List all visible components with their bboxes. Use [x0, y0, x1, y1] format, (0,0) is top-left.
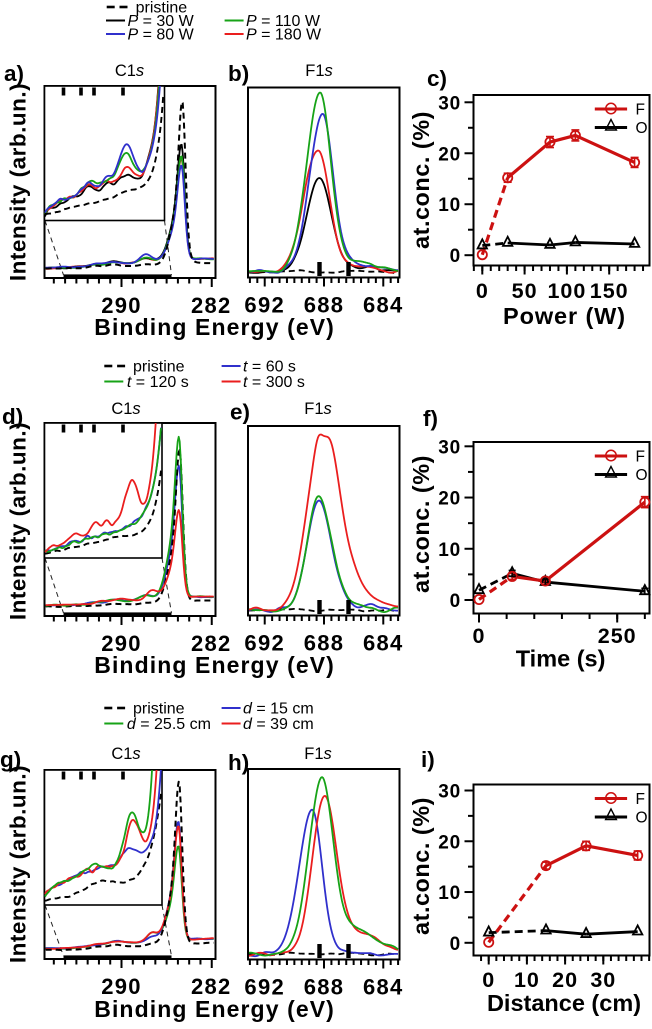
svg-text:F1s: F1s	[304, 400, 332, 418]
svg-text:684: 684	[363, 975, 404, 1000]
svg-text:a): a)	[4, 61, 24, 86]
svg-text:Power (W): Power (W)	[503, 303, 626, 329]
svg-text:692: 692	[244, 293, 285, 318]
svg-text:d): d)	[2, 404, 23, 429]
svg-text:Intensity (arb.un.): Intensity (arb.un.)	[6, 765, 31, 963]
svg-text:F: F	[636, 102, 645, 119]
svg-text:20: 20	[438, 832, 461, 853]
svg-text:10: 10	[514, 968, 540, 992]
svg-text:150: 150	[590, 279, 629, 303]
svg-text:Binding Energy (eV): Binding Energy (eV)	[94, 996, 335, 1022]
svg-text:282: 282	[191, 631, 232, 656]
svg-text:684: 684	[363, 631, 404, 656]
svg-text:0: 0	[473, 624, 486, 648]
svg-text:0: 0	[450, 591, 461, 612]
svg-text:at.conc. (%): at.conc. (%)	[408, 797, 434, 935]
svg-text:t = 60 s: t = 60 s	[243, 359, 296, 376]
svg-text:688: 688	[304, 293, 345, 318]
svg-text:688: 688	[304, 975, 345, 1000]
svg-text:20: 20	[438, 144, 461, 165]
svg-text:O: O	[636, 810, 648, 827]
svg-text:250: 250	[598, 624, 637, 648]
svg-text:F1s: F1s	[304, 745, 332, 763]
svg-text:C1s: C1s	[111, 745, 140, 763]
svg-text:Binding Energy (eV): Binding Energy (eV)	[94, 652, 335, 678]
svg-text:at.conc. (%): at.conc. (%)	[408, 111, 434, 249]
svg-text:b): b)	[228, 61, 249, 86]
svg-text:692: 692	[244, 631, 285, 656]
svg-text:P = 110 W: P = 110 W	[246, 13, 321, 30]
svg-text:0: 0	[482, 968, 495, 992]
svg-text:d = 25.5 cm: d = 25.5 cm	[127, 716, 211, 733]
svg-text:i): i)	[421, 747, 435, 772]
svg-text:20: 20	[438, 489, 461, 510]
svg-text:692: 692	[244, 975, 285, 1000]
svg-text:t = 120 s: t = 120 s	[127, 374, 189, 391]
svg-text:at.conc. (%): at.conc. (%)	[408, 455, 434, 593]
svg-text:10: 10	[438, 540, 461, 561]
svg-text:290: 290	[101, 631, 142, 656]
svg-text:F: F	[636, 791, 645, 808]
svg-text:d = 15 cm: d = 15 cm	[243, 701, 314, 718]
svg-text:d = 39 cm: d = 39 cm	[243, 716, 314, 733]
svg-text:Distance (cm): Distance (cm)	[487, 990, 641, 1016]
svg-text:20: 20	[552, 968, 578, 992]
svg-text:O: O	[636, 120, 648, 137]
svg-text:Intensity (arb.un.): Intensity (arb.un.)	[6, 422, 31, 620]
svg-text:t = 300 s: t = 300 s	[243, 374, 305, 391]
svg-text:30: 30	[438, 93, 461, 114]
svg-text:e): e)	[230, 400, 250, 425]
svg-text:f): f)	[423, 406, 438, 431]
svg-text:290: 290	[101, 293, 142, 318]
svg-text:F1s: F1s	[305, 62, 333, 80]
svg-text:290: 290	[101, 974, 142, 999]
svg-text:pristine: pristine	[133, 701, 185, 718]
svg-text:282: 282	[191, 293, 232, 318]
svg-text:P = 30 W: P = 30 W	[128, 13, 195, 30]
svg-text:10: 10	[438, 195, 461, 216]
svg-text:Time (s): Time (s)	[516, 646, 606, 672]
svg-text:50: 50	[512, 279, 538, 303]
svg-text:30: 30	[590, 968, 616, 992]
svg-text:684: 684	[363, 293, 404, 318]
svg-text:P = 180 W: P = 180 W	[246, 27, 322, 44]
svg-text:pristine: pristine	[133, 359, 185, 376]
svg-text:688: 688	[304, 631, 345, 656]
svg-text:P = 80 W: P = 80 W	[128, 27, 195, 44]
svg-text:C1s: C1s	[115, 62, 144, 80]
svg-text:pristine: pristine	[136, 0, 188, 17]
svg-text:100: 100	[547, 279, 586, 303]
svg-text:282: 282	[191, 974, 232, 999]
svg-text:0: 0	[450, 246, 461, 267]
svg-text:F: F	[636, 449, 645, 466]
svg-text:Intensity (arb.un.): Intensity (arb.un.)	[6, 83, 31, 281]
svg-text:30: 30	[438, 437, 461, 458]
svg-text:0: 0	[476, 279, 489, 303]
svg-text:0: 0	[450, 934, 461, 955]
svg-text:Binding Energy (eV): Binding Energy (eV)	[94, 314, 335, 340]
svg-text:C1s: C1s	[111, 400, 140, 418]
svg-text:h): h)	[228, 750, 249, 775]
svg-text:10: 10	[438, 883, 461, 904]
svg-text:c): c)	[427, 66, 447, 91]
svg-text:30: 30	[438, 781, 461, 802]
svg-text:g): g)	[0, 747, 21, 772]
svg-text:O: O	[636, 467, 648, 484]
